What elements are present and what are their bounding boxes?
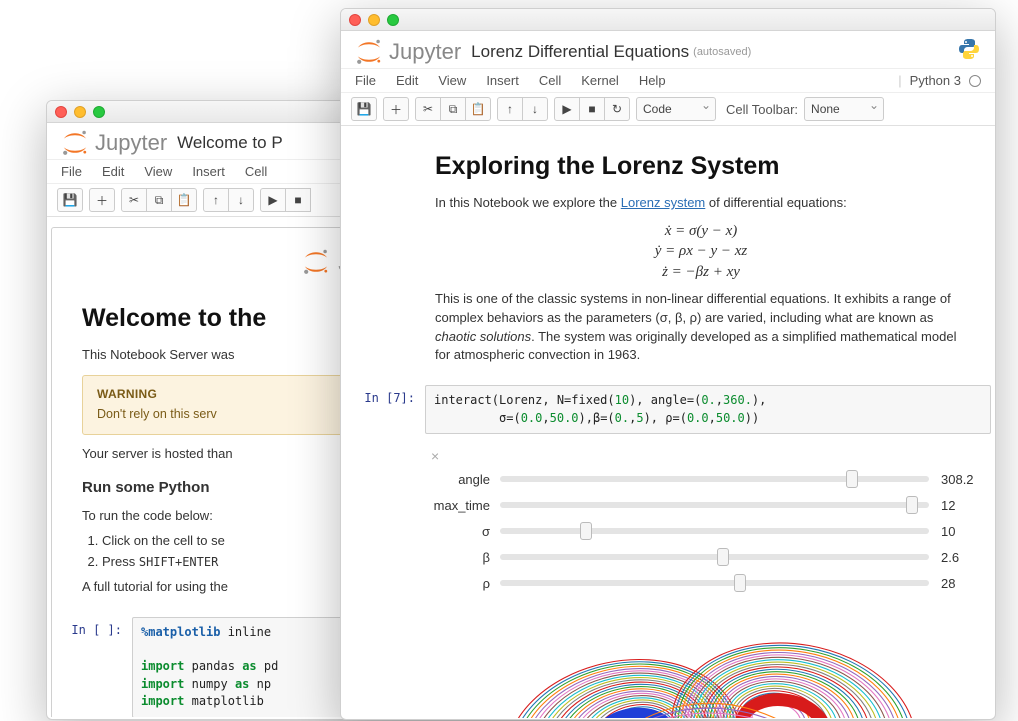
front-window: Jupyter Lorenz Differential Equations (a…	[340, 8, 996, 720]
jupyter-logo: Jupyter	[355, 38, 461, 66]
minimize-icon[interactable]	[368, 14, 380, 26]
slider-handle[interactable]	[717, 548, 729, 566]
zoom-icon[interactable]	[93, 106, 105, 118]
lorenz-plot	[425, 604, 981, 718]
slider-track[interactable]	[500, 502, 929, 508]
slider-max_time[interactable]: max_time 12	[425, 492, 981, 518]
slider-value: 10	[941, 524, 981, 539]
add-cell-button[interactable]: ＋	[89, 188, 115, 212]
close-icon[interactable]	[349, 14, 361, 26]
celltoolbar-select[interactable]: None	[804, 97, 884, 121]
slider-value: 2.6	[941, 550, 981, 565]
menu-edit[interactable]: Edit	[102, 164, 124, 179]
lorenz-link[interactable]: Lorenz system	[621, 195, 706, 210]
slider-label: β	[425, 550, 500, 565]
slider-handle[interactable]	[846, 470, 858, 488]
code-input[interactable]: interact(Lorenz, N=fixed(10), angle=(0.,…	[425, 385, 991, 434]
move-up-button[interactable]: ↑	[203, 188, 229, 212]
slider-label: σ	[425, 524, 500, 539]
header: Jupyter Lorenz Differential Equations (a…	[341, 31, 995, 69]
notebook-body: Exploring the Lorenz System In this Note…	[341, 126, 995, 718]
menu-kernel[interactable]: Kernel	[581, 73, 619, 88]
menu-edit[interactable]: Edit	[396, 73, 418, 88]
slider-track[interactable]	[500, 528, 929, 534]
copy-button[interactable]: ⧉	[146, 188, 172, 212]
slider-value: 12	[941, 498, 981, 513]
save-button[interactable]: 💾	[351, 97, 377, 121]
paste-button[interactable]: 📋	[171, 188, 197, 212]
celltoolbar-label: Cell Toolbar:	[726, 102, 798, 117]
menu-file[interactable]: File	[355, 73, 376, 88]
zoom-icon[interactable]	[387, 14, 399, 26]
slider-ρ[interactable]: ρ 28	[425, 570, 981, 596]
copy-button[interactable]: ⧉	[440, 97, 466, 121]
slider-angle[interactable]: angle 308.2	[425, 466, 981, 492]
description-text: This is one of the classic systems in no…	[435, 290, 967, 365]
menu-view[interactable]: View	[144, 164, 172, 179]
add-cell-button[interactable]: ＋	[383, 97, 409, 121]
slider-value: 28	[941, 576, 981, 591]
restart-button[interactable]: ↻	[604, 97, 630, 121]
slider-handle[interactable]	[580, 522, 592, 540]
equations: ẋ = σ(y − x) ẏ = ρx − y − xz ż = −βz + x…	[435, 221, 967, 282]
notebook-title[interactable]: Lorenz Differential Equations	[471, 42, 689, 62]
slider-label: ρ	[425, 576, 500, 591]
input-prompt: In [7]:	[345, 385, 425, 434]
toolbar: 💾 ＋ ✂ ⧉ 📋 ↑ ↓ ▶ ■ ↻ Code Cell Toolbar: N…	[341, 93, 995, 126]
menubar: File Edit View Insert Cell Kernel Help |…	[341, 69, 995, 93]
slider-value: 308.2	[941, 472, 981, 487]
cut-button[interactable]: ✂	[415, 97, 441, 121]
python-icon	[957, 37, 981, 66]
slider-label: angle	[425, 472, 500, 487]
slider-track[interactable]	[500, 476, 929, 482]
move-up-button[interactable]: ↑	[497, 97, 523, 121]
run-button[interactable]: ▶	[554, 97, 580, 121]
input-prompt: In [ ]:	[52, 617, 132, 717]
move-down-button[interactable]: ↓	[522, 97, 548, 121]
kernel-status-icon	[969, 75, 981, 87]
menu-file[interactable]: File	[61, 164, 82, 179]
intro-text: In this Notebook we explore the Lorenz s…	[435, 194, 967, 213]
move-down-button[interactable]: ↓	[228, 188, 254, 212]
jupyter-logo: Jupyter	[61, 129, 167, 157]
run-button[interactable]: ▶	[260, 188, 286, 212]
slider-handle[interactable]	[906, 496, 918, 514]
paste-button[interactable]: 📋	[465, 97, 491, 121]
celltype-select[interactable]: Code	[636, 97, 716, 121]
menu-help[interactable]: Help	[639, 73, 666, 88]
code-cell[interactable]: In [7]: interact(Lorenz, N=fixed(10), an…	[345, 385, 991, 434]
titlebar[interactable]	[341, 9, 995, 31]
cut-button[interactable]: ✂	[121, 188, 147, 212]
menu-insert[interactable]: Insert	[486, 73, 519, 88]
menu-cell[interactable]: Cell	[245, 164, 267, 179]
minimize-icon[interactable]	[74, 106, 86, 118]
close-icon[interactable]	[55, 106, 67, 118]
slider-handle[interactable]	[734, 574, 746, 592]
widget-close-icon[interactable]: ×	[431, 448, 981, 464]
menu-insert[interactable]: Insert	[192, 164, 225, 179]
notebook-title[interactable]: Welcome to P	[177, 133, 283, 153]
output-area: × angle 308.2 max_time 12 σ 10 β 2.6 ρ 28	[425, 440, 991, 718]
page-title: Exploring the Lorenz System	[435, 148, 967, 184]
menu-cell[interactable]: Cell	[539, 73, 561, 88]
slider-σ[interactable]: σ 10	[425, 518, 981, 544]
autosaved-label: (autosaved)	[693, 46, 751, 58]
slider-label: max_time	[425, 498, 500, 513]
slider-β[interactable]: β 2.6	[425, 544, 981, 570]
slider-track[interactable]	[500, 554, 929, 560]
slider-track[interactable]	[500, 580, 929, 586]
markdown-cell: Exploring the Lorenz System In this Note…	[345, 136, 991, 379]
menu-view[interactable]: View	[438, 73, 466, 88]
kernel-indicator: | Python 3	[898, 73, 981, 88]
save-button[interactable]: 💾	[57, 188, 83, 212]
stop-button[interactable]: ■	[285, 188, 311, 212]
stop-button[interactable]: ■	[579, 97, 605, 121]
